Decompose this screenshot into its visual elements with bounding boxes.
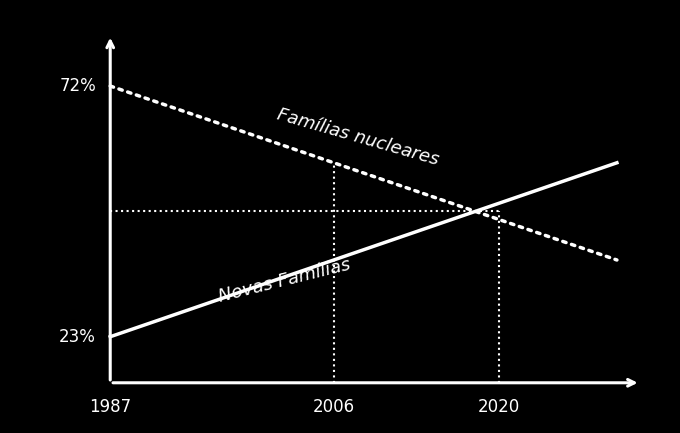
Text: 23%: 23% — [59, 328, 96, 346]
Text: Famílias nucleares: Famílias nucleares — [275, 106, 441, 169]
Text: 1987: 1987 — [89, 398, 131, 416]
Text: 72%: 72% — [59, 77, 96, 95]
Text: 2006: 2006 — [313, 398, 355, 416]
Text: Novas Famílias: Novas Famílias — [216, 255, 352, 306]
Text: 2020: 2020 — [478, 398, 520, 416]
